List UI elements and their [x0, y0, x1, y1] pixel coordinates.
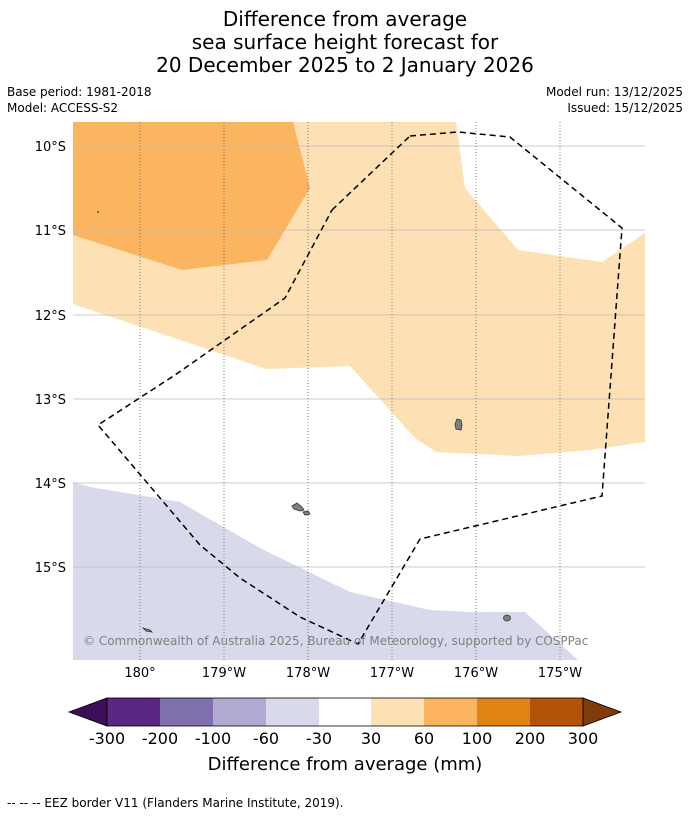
chart-title: Difference from average sea surface heig… — [0, 8, 690, 77]
lon-label: 180° — [124, 666, 155, 681]
colorbar-extend-low — [67, 697, 108, 727]
colorbar-segment — [319, 698, 371, 726]
colorbar-segment — [424, 698, 477, 726]
colorbar-segment — [266, 698, 319, 726]
lon-label: 176°W — [454, 666, 498, 681]
colorbar-tick-label: -60 — [253, 729, 279, 748]
model-run: Model run: 13/12/2025 — [545, 85, 683, 99]
region-minus60-minus30 — [73, 482, 578, 660]
colorbar-tick-label: -300 — [89, 729, 125, 748]
colorbar-label: Difference from average (mm) — [208, 754, 483, 775]
eez-border-line — [96, 131, 623, 645]
island-futuna-alofi — [291, 502, 305, 512]
colorbar-tick-label: -200 — [142, 729, 178, 748]
island-small-sw — [141, 627, 154, 633]
region-60-100 — [73, 122, 310, 270]
colorbar-segment — [213, 698, 266, 726]
forecast-map: © Commonwealth of Australia 2025, Bureau… — [35, 122, 645, 775]
meta-right: Model run: 13/12/2025 Issued: 15/12/2025 — [546, 84, 683, 116]
lat-label: 11°S — [35, 224, 66, 239]
gridlines — [73, 122, 645, 660]
colorbar-segment — [160, 698, 213, 726]
meta-left: Base period: 1981-2018 Model: ACCESS-S2 — [7, 84, 152, 116]
colorbar-outline — [106, 697, 584, 727]
colorbar — [67, 697, 623, 727]
colorbar-tick-label: -100 — [195, 729, 231, 748]
island-tiny-nw — [97, 211, 99, 213]
title-line-3: 20 December 2025 to 2 January 2026 — [156, 53, 534, 77]
island-alofi — [302, 510, 311, 516]
colorbar-tick-label: 60 — [414, 729, 434, 748]
islands — [97, 211, 511, 633]
colorbar-tick-label: -30 — [306, 729, 332, 748]
lat-labels: 10°S 11°S 12°S 13°S 14°S 15°S — [35, 140, 66, 576]
colorbar-ticks: -300 -200 -100 -60 -30 30 60 100 200 300 — [89, 729, 598, 748]
title-line-1: Difference from average — [222, 7, 468, 31]
model-name: Model: ACCESS-S2 — [7, 101, 119, 115]
colorbar-segment — [107, 698, 160, 726]
island-niuafoou — [503, 614, 511, 622]
colorbar-tick-label: 300 — [568, 729, 599, 748]
colorbar-extend-high — [582, 697, 623, 727]
base-period: Base period: 1981-2018 — [7, 85, 152, 99]
issued-date: Issued: 15/12/2025 — [567, 101, 683, 115]
colorbar-tick-label: 100 — [462, 729, 493, 748]
lat-label: 13°S — [35, 393, 66, 408]
eez-legend-note: -- -- -- EEZ border V11 (Flanders Marine… — [7, 796, 344, 810]
lon-label: 178°W — [286, 666, 330, 681]
colorbar-segment — [530, 698, 583, 726]
lat-label: 14°S — [35, 477, 66, 492]
lon-labels: 180° 179°W 178°W 177°W 176°W 175°W — [124, 666, 582, 681]
lon-label: 177°W — [370, 666, 414, 681]
lat-label: 15°S — [35, 561, 66, 576]
island-wallis — [454, 418, 463, 431]
colorbar-tick-label: 200 — [515, 729, 546, 748]
lon-label: 175°W — [538, 666, 582, 681]
title-line-2: sea surface height forecast for — [191, 30, 499, 54]
colorbar-segment — [477, 698, 530, 726]
colorbar-tick-label: 30 — [361, 729, 381, 748]
eez-border-segment — [331, 135, 411, 211]
colorbar-segment — [371, 698, 424, 726]
lat-label: 12°S — [35, 309, 66, 324]
copyright-text: © Commonwealth of Australia 2025, Bureau… — [83, 634, 588, 648]
lon-label: 179°W — [202, 666, 246, 681]
map-area — [73, 122, 645, 660]
lat-label: 10°S — [35, 140, 66, 155]
